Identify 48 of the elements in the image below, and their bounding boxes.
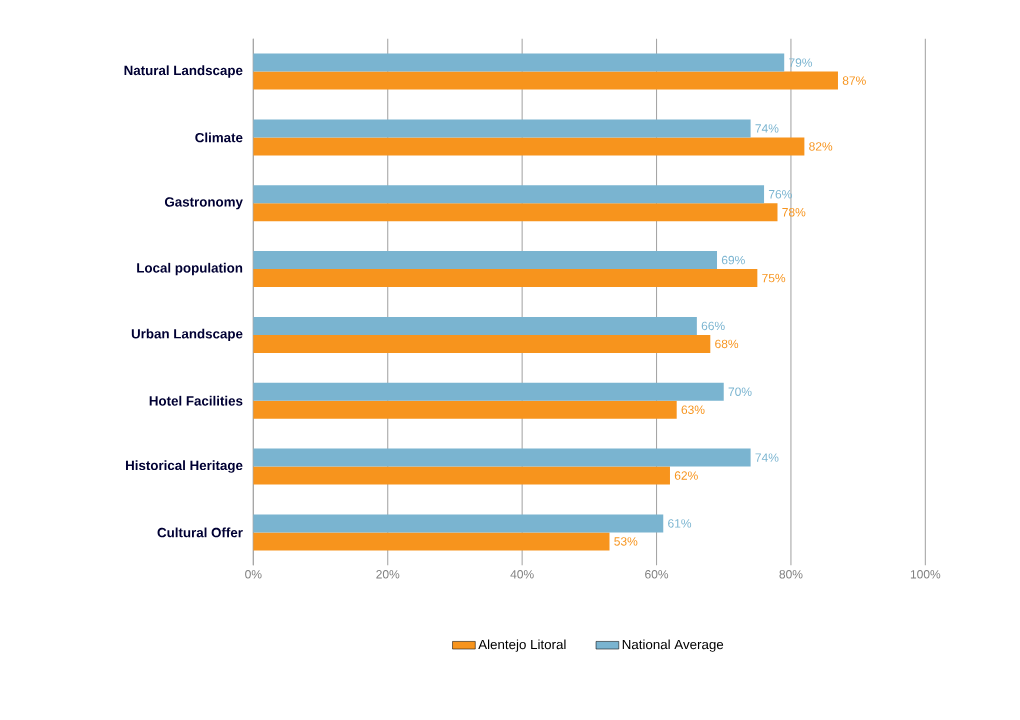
legend-label: Alentejo Litoral <box>478 639 566 652</box>
data-label: 75% <box>762 273 786 283</box>
bar <box>253 334 711 353</box>
y-tick-label: Gastronomy <box>164 197 243 210</box>
data-label: 69% <box>721 255 745 265</box>
bar <box>253 382 724 401</box>
data-label: 76% <box>768 189 792 199</box>
y-tick-label: Hotel Facilities <box>149 395 243 406</box>
x-tick-label: 40% <box>510 570 534 579</box>
data-label: 78% <box>782 207 806 217</box>
bar <box>253 269 758 288</box>
x-tick-label: 20% <box>376 570 400 579</box>
y-tick-label: Urban Landscape <box>131 328 243 342</box>
bar <box>253 71 838 90</box>
y-tick-label: Climate <box>195 132 243 143</box>
bar <box>253 203 778 222</box>
y-tick-label: Natural Landscape <box>124 65 243 78</box>
data-label: 68% <box>715 339 739 349</box>
data-label: 63% <box>681 405 705 414</box>
bar <box>253 466 670 485</box>
bar <box>253 251 718 270</box>
legend-label: National Average <box>622 639 724 652</box>
data-label: 70% <box>728 387 752 396</box>
x-tick-label: 100% <box>910 570 941 579</box>
data-label: 61% <box>668 519 692 528</box>
y-tick-label: Cultural Offer <box>157 527 243 538</box>
bar <box>253 400 677 419</box>
bar <box>253 514 664 533</box>
bar <box>253 532 610 551</box>
bar <box>253 185 765 204</box>
bar <box>253 316 697 335</box>
bar <box>253 137 805 156</box>
x-tick-label: 0% <box>245 570 262 579</box>
bar <box>253 119 751 138</box>
data-label: 74% <box>755 453 779 462</box>
data-label: 74% <box>755 124 779 133</box>
x-tick-label: 60% <box>645 570 669 579</box>
y-tick-label: Local population <box>137 262 243 276</box>
data-label: 53% <box>614 537 638 546</box>
data-label: 87% <box>842 76 866 85</box>
data-label: 82% <box>809 142 833 151</box>
data-label: 66% <box>701 321 725 331</box>
bar <box>253 53 785 72</box>
y-tick-label: Historical Heritage <box>126 460 243 473</box>
bar <box>253 448 751 467</box>
data-label: 79% <box>789 58 813 67</box>
data-label: 62% <box>674 471 698 480</box>
x-tick-label: 80% <box>779 570 803 579</box>
